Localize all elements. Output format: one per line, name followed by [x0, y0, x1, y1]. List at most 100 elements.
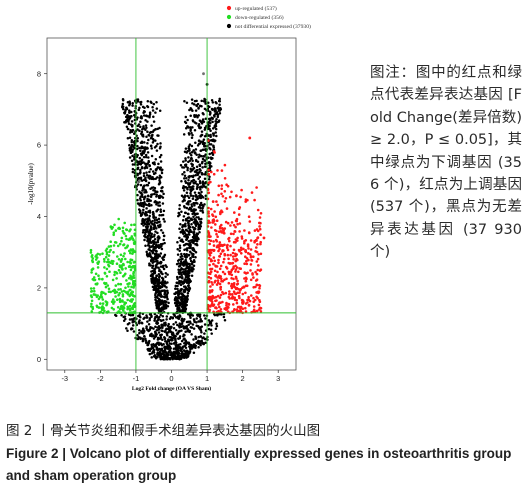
non-differential-point — [131, 163, 135, 166]
down-regulated-point — [112, 231, 116, 234]
non-differential-point — [146, 162, 149, 165]
non-differential-point — [162, 281, 166, 284]
non-differential-point — [215, 324, 219, 328]
non-differential-point — [142, 125, 145, 128]
down-regulated-point — [117, 258, 121, 261]
non-differential-point — [138, 156, 142, 160]
up-regulated-point — [259, 252, 263, 256]
non-differential-point — [206, 109, 210, 112]
non-differential-point — [140, 165, 144, 169]
non-differential-point — [168, 335, 171, 339]
non-differential-point — [161, 186, 164, 189]
non-differential-point — [179, 309, 182, 312]
up-regulated-point — [209, 251, 213, 254]
non-differential-point — [204, 181, 207, 185]
non-differential-point — [141, 217, 145, 221]
up-regulated-point — [209, 276, 213, 280]
non-differential-point — [159, 293, 163, 296]
non-differential-point — [121, 98, 125, 101]
non-differential-point — [192, 327, 196, 330]
non-differential-point — [141, 339, 145, 343]
up-regulated-point — [218, 274, 221, 278]
up-regulated-point — [221, 270, 225, 274]
non-differential-point — [159, 210, 163, 213]
non-differential-point — [130, 145, 133, 149]
up-regulated-point — [207, 230, 210, 233]
up-regulated-point — [212, 256, 216, 259]
down-regulated-point — [123, 301, 126, 304]
x-tick-label: -3 — [61, 374, 68, 383]
non-differential-point — [131, 320, 134, 324]
non-differential-point — [182, 166, 186, 169]
up-regulated-point — [222, 229, 225, 232]
non-differential-point — [209, 161, 212, 165]
non-differential-point — [204, 153, 207, 156]
down-regulated-point — [92, 287, 96, 290]
non-differential-point — [201, 206, 204, 210]
down-regulated-point — [117, 293, 120, 297]
up-regulated-point — [250, 258, 253, 262]
non-differential-point — [150, 193, 154, 196]
non-differential-point — [139, 214, 143, 218]
up-regulated-point — [250, 294, 253, 297]
non-differential-point — [141, 151, 145, 154]
down-regulated-point — [119, 300, 122, 303]
non-differential-point — [187, 212, 190, 216]
up-regulated-point — [229, 224, 232, 227]
non-differential-point — [192, 149, 195, 152]
up-regulated-point — [233, 211, 236, 214]
non-differential-point — [133, 144, 136, 147]
non-differential-point — [183, 298, 187, 302]
non-differential-point — [155, 329, 159, 332]
non-differential-point — [143, 167, 146, 170]
up-regulated-point — [244, 310, 248, 313]
non-differential-point — [203, 159, 206, 162]
non-differential-point — [131, 313, 135, 317]
non-differential-point — [153, 223, 156, 226]
up-regulated-point — [208, 291, 212, 294]
non-differential-point — [197, 124, 201, 127]
non-differential-point — [185, 206, 189, 210]
down-regulated-point — [107, 264, 111, 268]
non-differential-point — [157, 225, 161, 229]
up-regulated-point — [259, 233, 262, 236]
non-differential-point — [214, 131, 217, 134]
non-differential-point — [202, 138, 206, 141]
non-differential-point — [193, 191, 197, 194]
non-differential-point — [189, 126, 192, 129]
non-differential-point — [155, 210, 158, 213]
up-regulated-point — [208, 298, 212, 302]
non-differential-point — [142, 174, 146, 178]
non-differential-point — [184, 307, 188, 311]
non-differential-point — [190, 203, 193, 206]
non-differential-point — [188, 108, 191, 112]
non-differential-point — [149, 187, 152, 191]
non-differential-point — [152, 102, 156, 106]
non-differential-point — [183, 355, 186, 358]
non-differential-point — [170, 342, 173, 346]
non-differential-point — [147, 340, 151, 344]
non-differential-point — [155, 227, 158, 230]
non-differential-point — [157, 243, 161, 247]
non-differential-point — [186, 235, 190, 239]
non-differential-point — [176, 308, 179, 312]
non-differential-point — [147, 329, 150, 333]
non-differential-point — [212, 144, 215, 148]
non-differential-point — [204, 102, 207, 105]
non-differential-point — [147, 231, 150, 234]
non-differential-point — [155, 167, 158, 171]
non-differential-point — [155, 193, 158, 196]
up-regulated-point — [258, 221, 261, 225]
non-differential-point — [152, 241, 156, 245]
non-differential-point — [136, 98, 140, 101]
non-differential-point — [193, 239, 197, 242]
non-differential-point — [143, 141, 146, 144]
y-axis-ticks: 0 2 4 6 8 — [37, 69, 47, 364]
non-differential-point — [144, 128, 147, 132]
up-regulated-point — [238, 267, 241, 270]
non-differential-point — [146, 343, 150, 347]
non-differential-point — [159, 245, 162, 249]
non-differential-point — [159, 208, 162, 211]
up-regulated-point — [258, 225, 261, 228]
up-regulated-point — [219, 293, 223, 297]
